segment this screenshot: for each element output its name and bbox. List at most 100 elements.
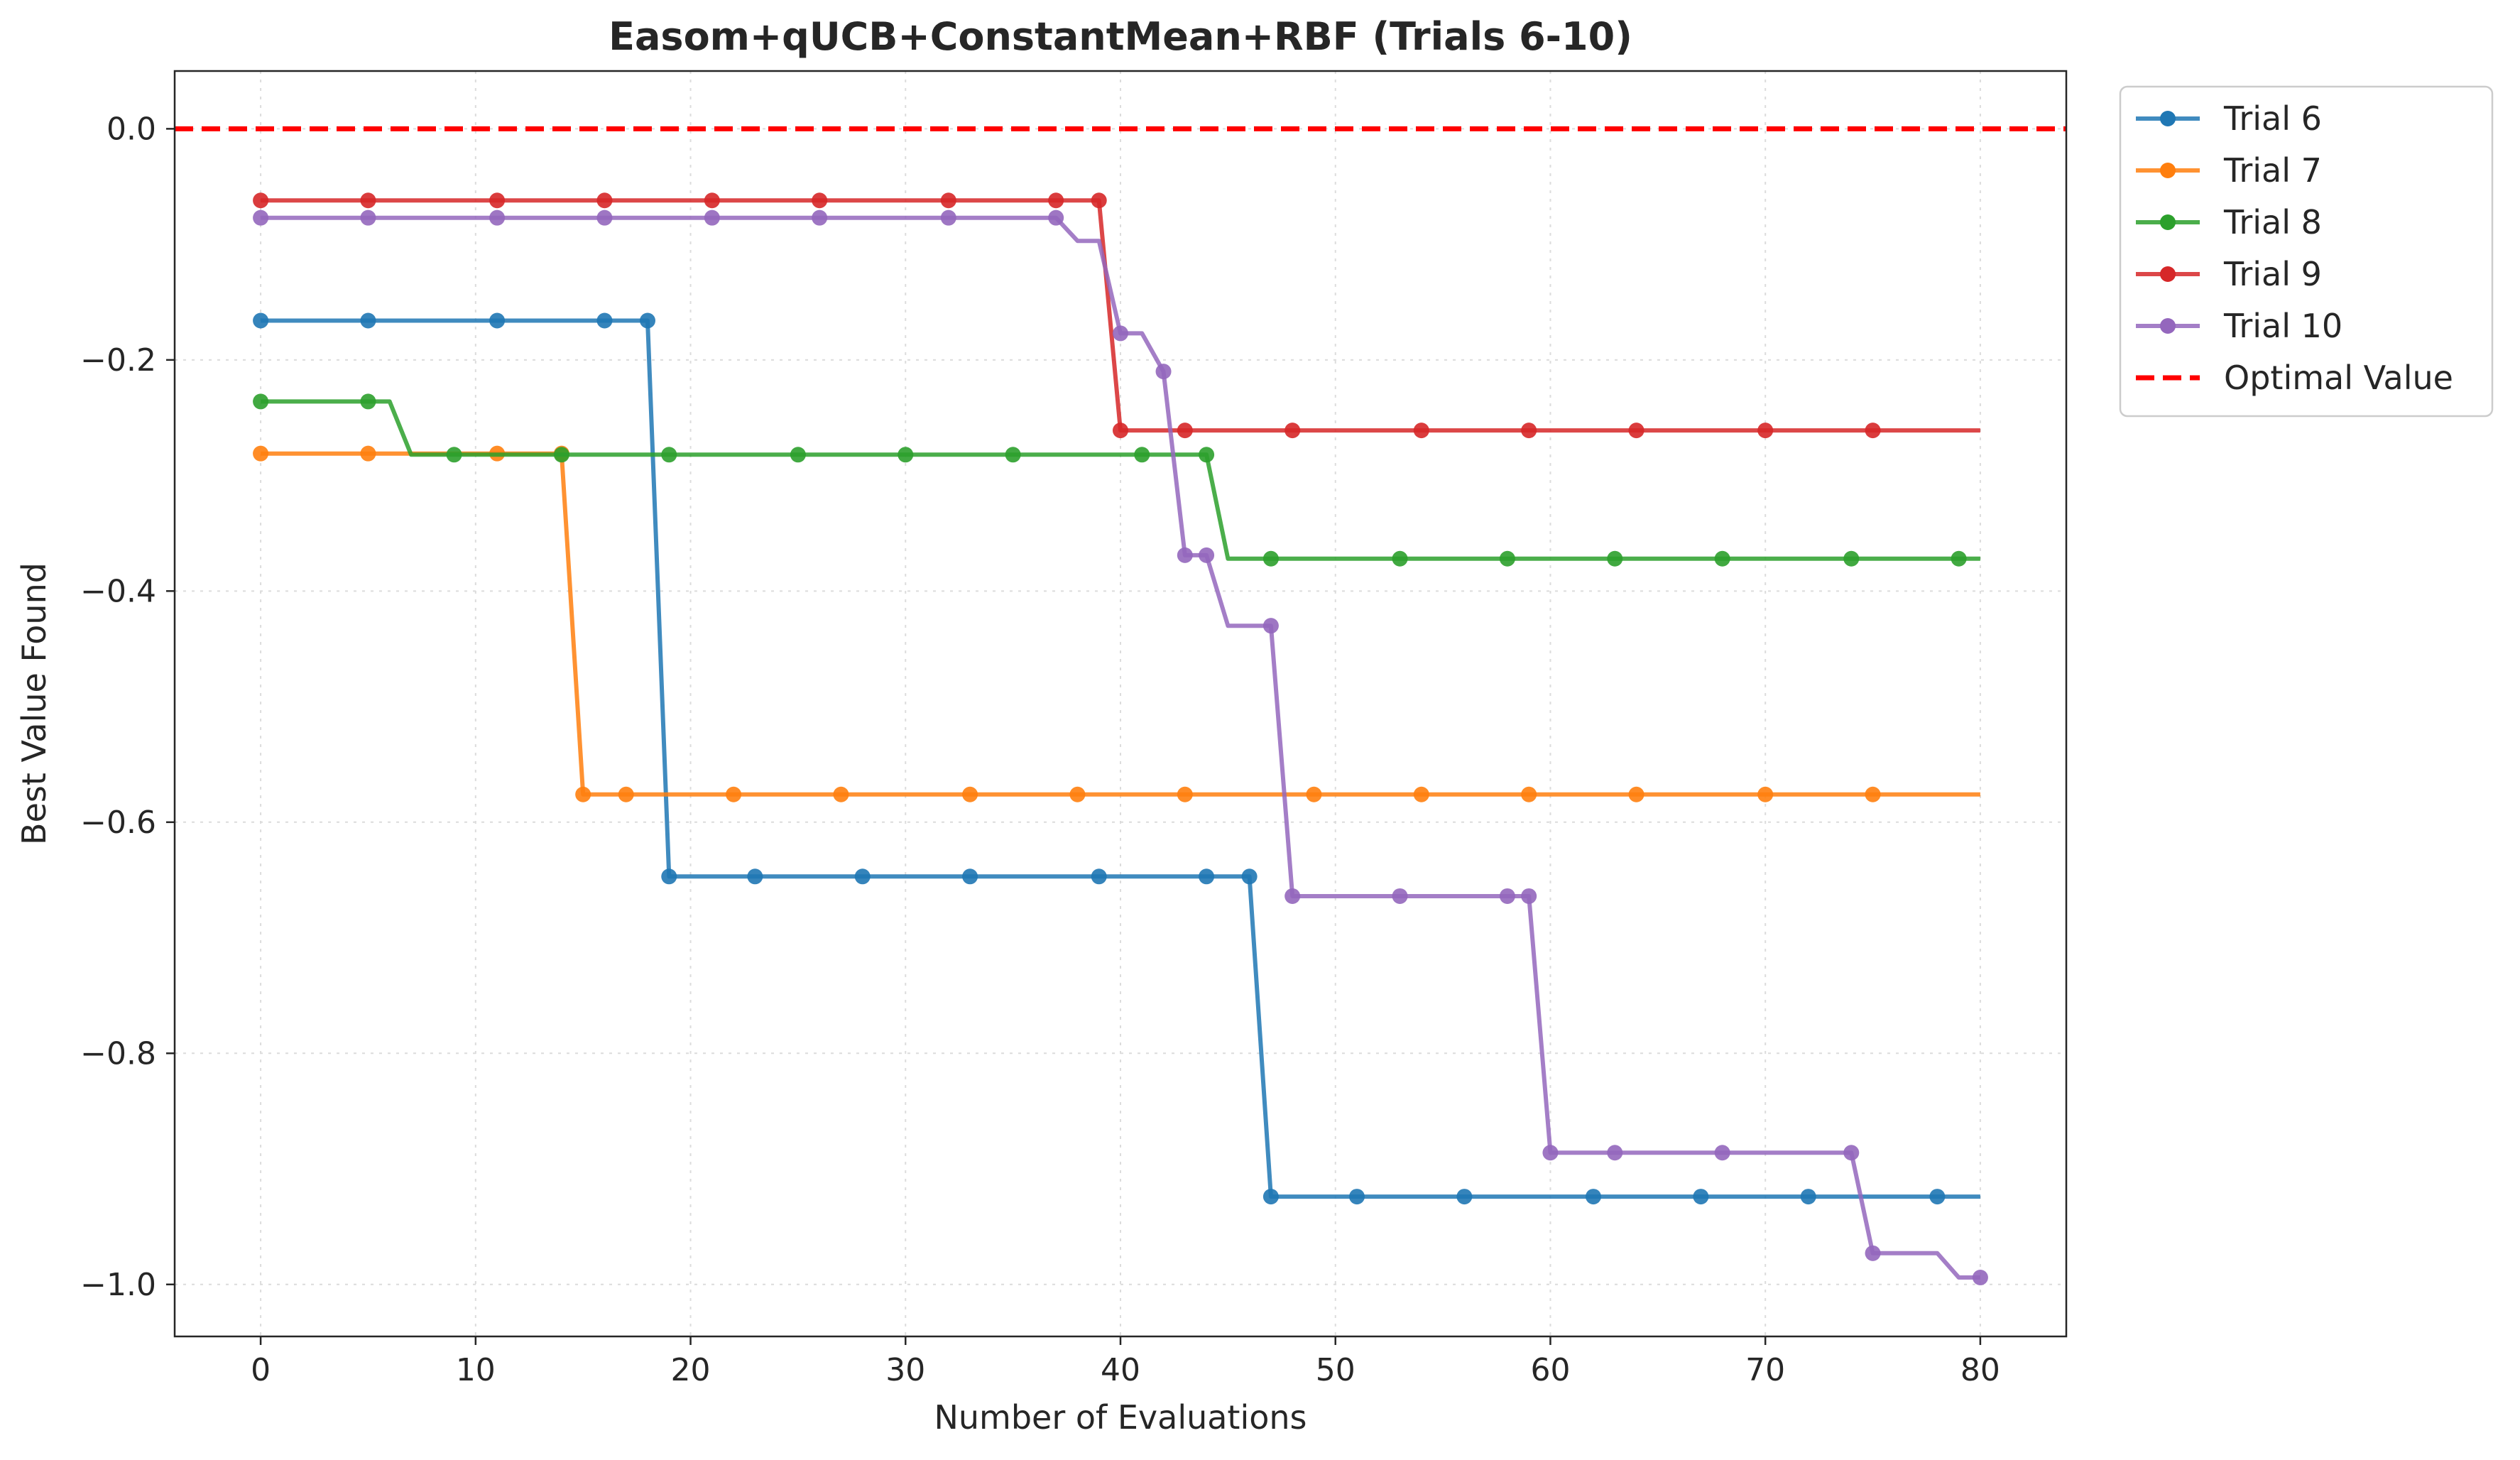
- trial-6-point: [253, 312, 269, 329]
- trial-9-point: [360, 192, 376, 209]
- trial-10-point: [596, 209, 613, 226]
- trial-9-point: [1413, 423, 1429, 439]
- trial-6-point: [661, 868, 677, 885]
- trial-8-point: [360, 393, 376, 410]
- trial-6-point: [1929, 1189, 1946, 1205]
- trial-9-point: [253, 192, 269, 209]
- y-tick-label: 0.0: [107, 111, 156, 147]
- trial-6-point: [854, 868, 871, 885]
- trial-7-point: [253, 445, 269, 462]
- legend-label-trial-8: Trial 8: [2223, 203, 2322, 241]
- trial-8-point: [1262, 550, 1279, 567]
- x-tick-label: 50: [1316, 1352, 1356, 1388]
- x-tick-label: 60: [1530, 1352, 1570, 1388]
- legend-marker-trial-7: [2160, 163, 2176, 178]
- trial-6-point: [1262, 1189, 1279, 1205]
- trial-10-point: [1972, 1270, 1988, 1286]
- trial-9-line: [261, 198, 1980, 433]
- trial-6-point: [1456, 1189, 1473, 1205]
- legend-marker-trial-6: [2160, 111, 2176, 126]
- trial-7-point: [1628, 786, 1644, 802]
- trial-10-point: [253, 209, 269, 226]
- legend-label-trial-6: Trial 6: [2223, 99, 2322, 138]
- y-tick-label: −0.8: [80, 1035, 156, 1072]
- trial-9-point: [596, 192, 613, 209]
- trial-10-point: [940, 209, 956, 226]
- legend-marker-trial-9: [2160, 266, 2176, 282]
- trial-6-series: [253, 312, 1980, 1205]
- trial-6-point: [1586, 1189, 1601, 1205]
- trial-10-point: [812, 209, 828, 226]
- trial-9-point: [1865, 423, 1881, 439]
- trial-9-point: [1177, 423, 1193, 439]
- trial-7-point: [1757, 786, 1774, 802]
- trial-6-point: [489, 312, 506, 329]
- legend-marker-trial-8: [2160, 214, 2176, 230]
- trial-8-point: [1951, 550, 1967, 567]
- trial-10-point: [1843, 1145, 1860, 1161]
- trial-10-point: [1392, 888, 1408, 904]
- trial-7-point: [1306, 786, 1322, 802]
- trial-10-point: [1865, 1245, 1881, 1261]
- trial-7-point: [575, 786, 591, 802]
- x-tick-label: 80: [1960, 1352, 2000, 1388]
- trial-10-point: [360, 209, 376, 226]
- trial-8-point: [661, 447, 677, 463]
- trial-6-point: [1349, 1189, 1365, 1205]
- series-layer: [253, 192, 1988, 1286]
- x-tick-label: 30: [885, 1352, 925, 1388]
- trial-8-series: [253, 393, 1980, 567]
- trial-9-point: [489, 192, 506, 209]
- ticks: 0 10 20 30 40 50 60 70 80 0.0 −0.2 −0.4 −0.6 −0.8 −1.0: [80, 111, 2000, 1388]
- trial-9-point: [940, 192, 956, 209]
- trial-10-point: [1048, 209, 1064, 226]
- trial-10-point: [1714, 1145, 1730, 1161]
- trial-7-point: [1521, 786, 1537, 802]
- trial-6-point: [1091, 868, 1107, 885]
- trial-8-point: [1843, 550, 1860, 567]
- trial-6-point: [640, 312, 655, 329]
- trial-9-point: [1113, 423, 1128, 439]
- trial-9-point: [1628, 423, 1644, 439]
- trial-6-point: [1241, 868, 1258, 885]
- trial-10-point: [1155, 364, 1172, 380]
- trial-10-point: [1499, 888, 1515, 904]
- trial-7-point: [1177, 786, 1193, 802]
- legend-label-trial-10: Trial 10: [2223, 307, 2342, 345]
- trial-7-point: [1413, 786, 1429, 802]
- trial-8-point: [1134, 447, 1150, 463]
- trial-10-point: [1262, 618, 1279, 634]
- trial-6-point: [360, 312, 376, 329]
- trial-10-point: [1199, 547, 1215, 563]
- trial-9-point: [1091, 192, 1107, 209]
- x-tick-label: 0: [251, 1352, 271, 1388]
- trial-10-point: [1607, 1145, 1623, 1161]
- legend-label-trial-7: Trial 7: [2223, 151, 2322, 190]
- trial-9-point: [1757, 423, 1774, 439]
- trial-10-series: [253, 209, 1988, 1286]
- trial-9-point: [1284, 423, 1301, 439]
- trial-10-point: [1542, 1145, 1559, 1161]
- trial-10-point: [1521, 888, 1537, 904]
- trial-8-point: [1714, 550, 1730, 567]
- legend-label-optimal-value: Optimal Value: [2224, 359, 2453, 397]
- trial-10-point: [1177, 547, 1193, 563]
- trial-6-point: [1199, 868, 1215, 885]
- legend-marker-trial-10: [2160, 318, 2176, 334]
- trial-8-point: [1499, 550, 1515, 567]
- x-tick-label: 10: [456, 1352, 496, 1388]
- trial-10-point: [704, 209, 720, 226]
- trial-6-line: [261, 318, 1980, 1199]
- legend-label-trial-9: Trial 9: [2223, 255, 2322, 293]
- grid: [175, 71, 2066, 1336]
- trial-8-point: [1005, 447, 1021, 463]
- trial-8-point: [1607, 550, 1623, 567]
- x-tick-label: 70: [1745, 1352, 1785, 1388]
- trial-7-point: [962, 786, 978, 802]
- trial-9-point: [812, 192, 828, 209]
- trial-8-point: [790, 447, 806, 463]
- trial-6-point: [962, 868, 978, 885]
